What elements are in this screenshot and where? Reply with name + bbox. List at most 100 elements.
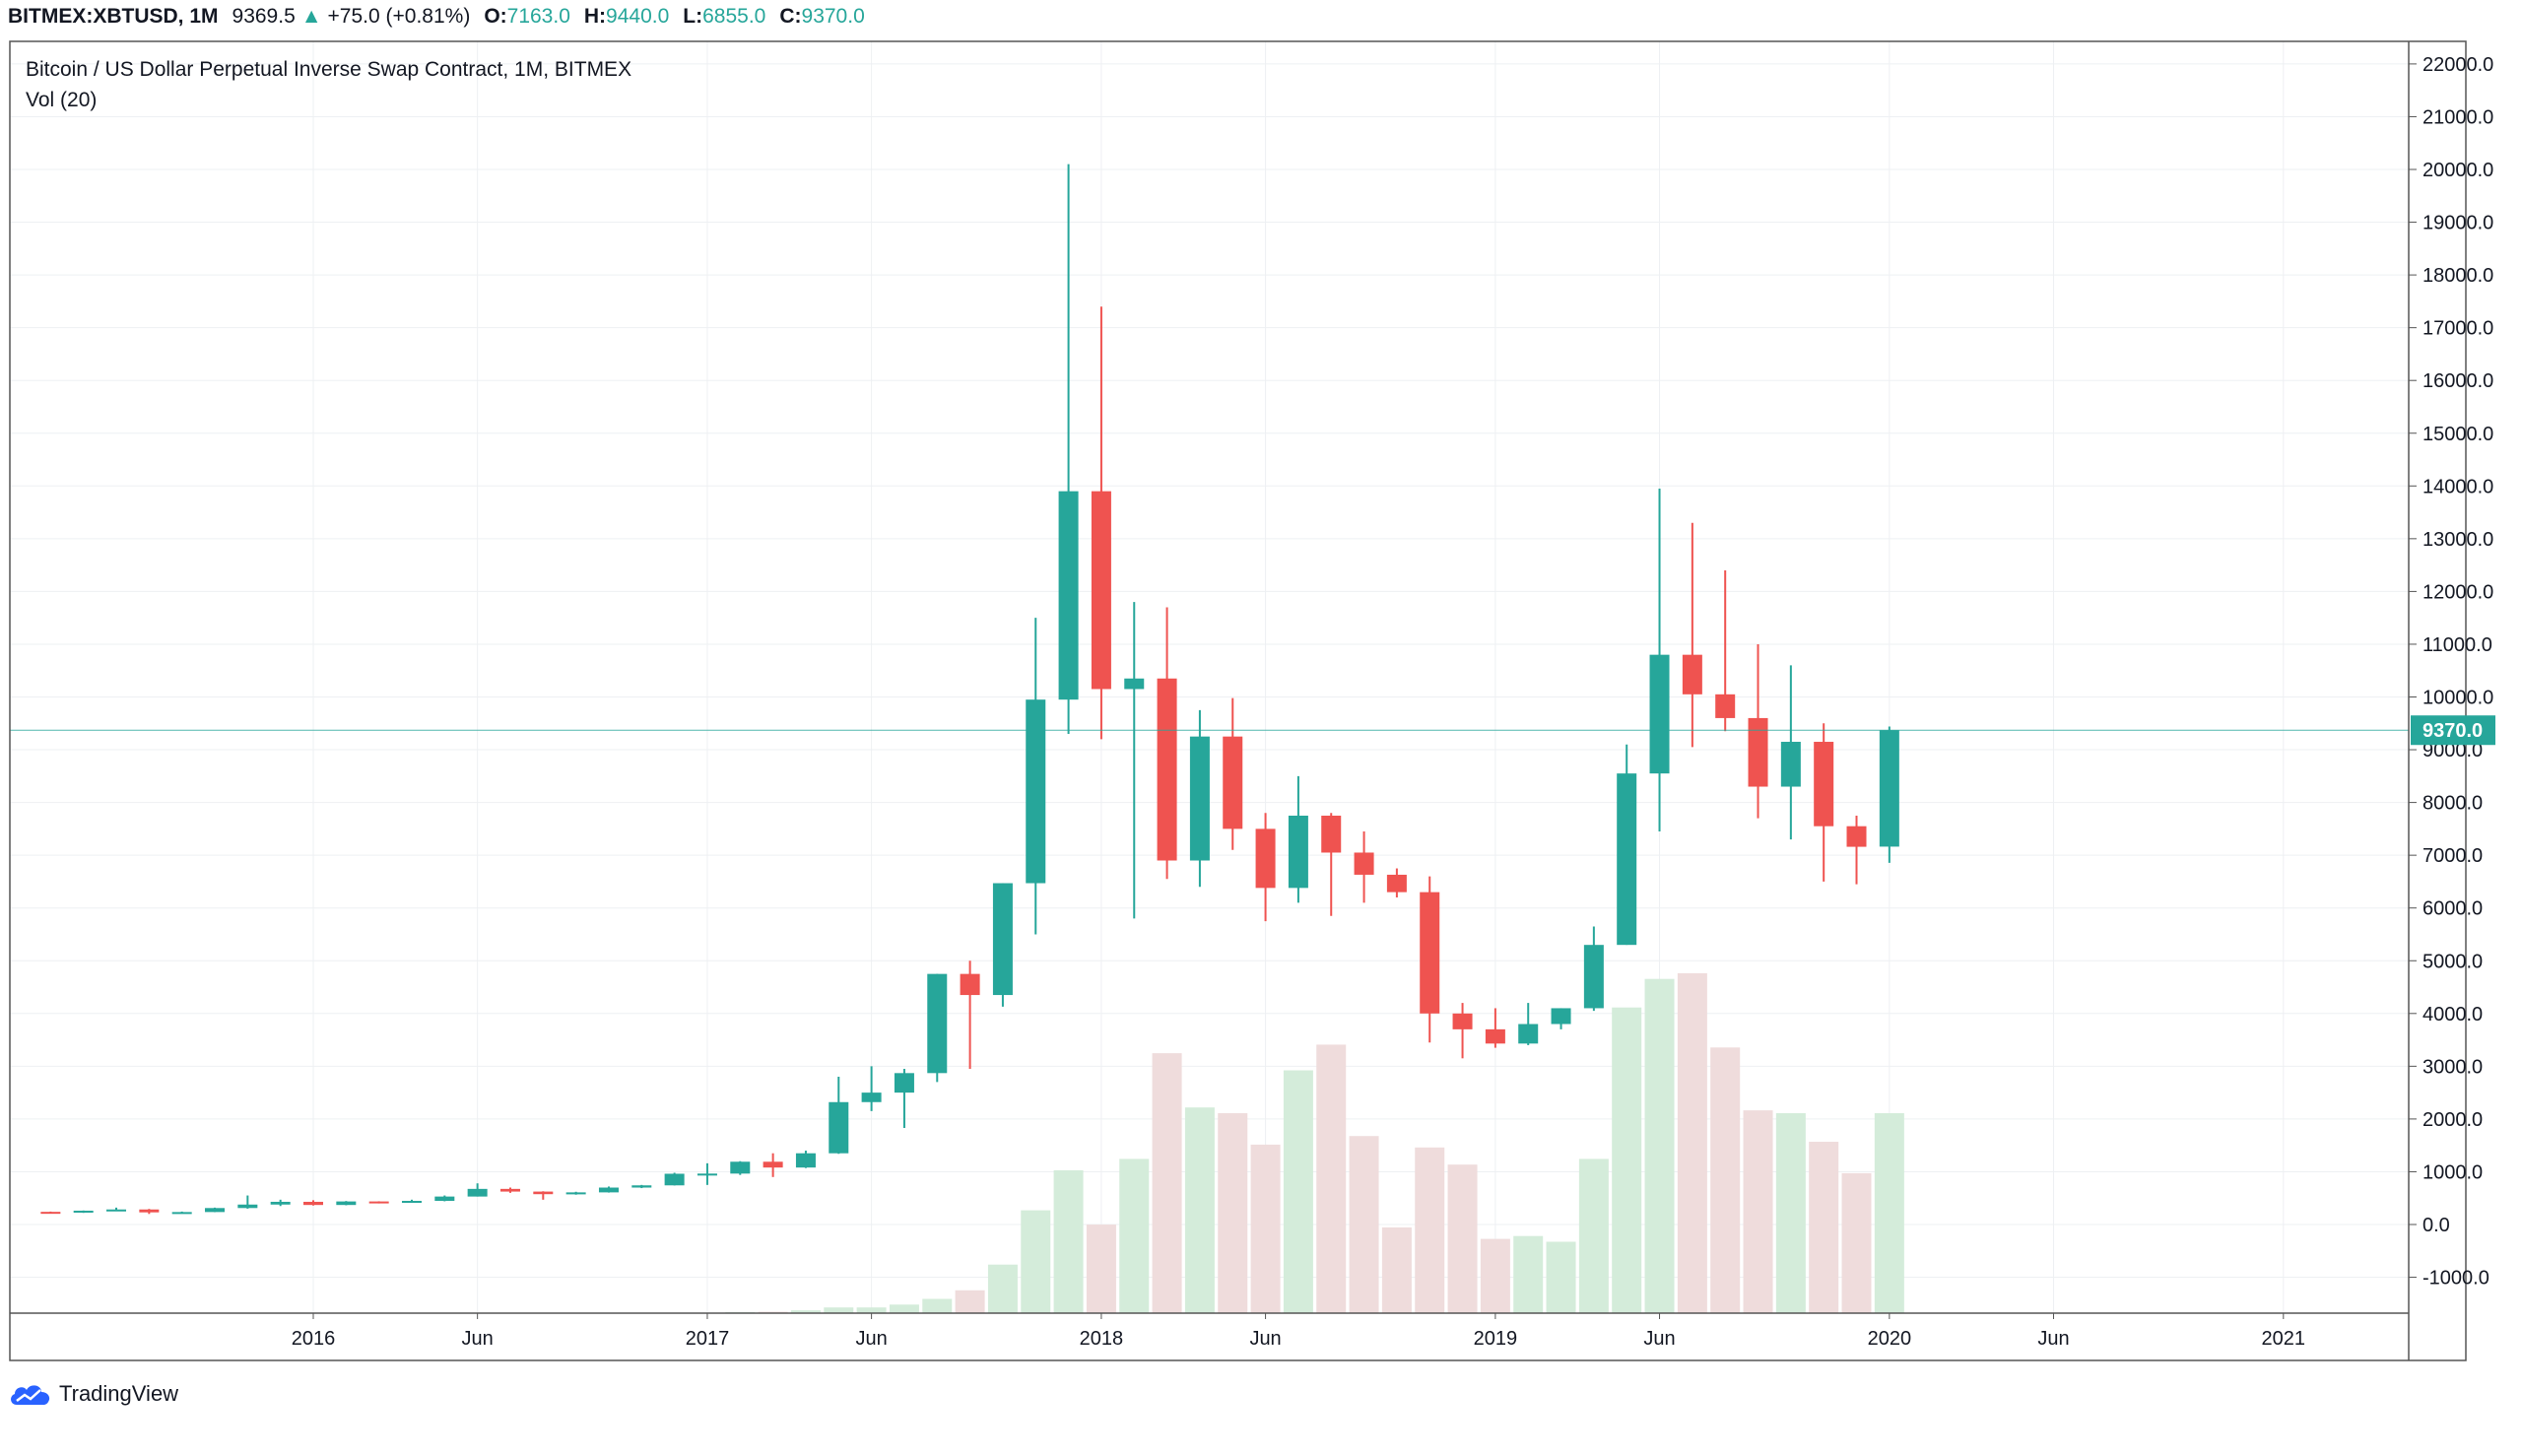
price-change: +75.0 (+0.81%): [327, 5, 471, 28]
candle: [1255, 813, 1276, 922]
candle: [499, 1187, 520, 1193]
price-axis[interactable]: -1000.0 0.0 1000.0 2000.0 3000.0 4000.0 5000.0…: [2409, 54, 2495, 1290]
symbol-name[interactable]: BITMEX:XBTUSD, 1M: [8, 5, 219, 28]
candle: [664, 1172, 685, 1186]
candle: [368, 1201, 389, 1204]
candle-body: [1814, 742, 1834, 827]
candle-body: [565, 1192, 586, 1195]
candle-body: [1026, 699, 1046, 884]
volume-bar: [1119, 1158, 1150, 1313]
candle: [533, 1191, 554, 1200]
volume-bar: [1677, 972, 1707, 1313]
candle: [171, 1211, 192, 1215]
candle-body: [1715, 694, 1736, 718]
candle-body: [139, 1209, 160, 1213]
y-tick-label: 7000.0: [2422, 845, 2483, 867]
candle: [730, 1160, 751, 1175]
candle-body: [1485, 1028, 1505, 1044]
candle-body: [434, 1196, 455, 1202]
candle-body: [1551, 1008, 1571, 1025]
y-tick-label: 0.0: [2422, 1215, 2450, 1236]
low-value: 6855.0: [702, 5, 766, 28]
candle-body: [205, 1208, 226, 1213]
open-label: O:: [484, 5, 507, 28]
candle-body: [894, 1073, 914, 1093]
volume-bar: [1546, 1241, 1576, 1313]
candle-body: [730, 1161, 751, 1174]
candle: [1354, 831, 1374, 903]
candle: [861, 1066, 882, 1111]
candle-body: [960, 973, 980, 996]
volume-bar: [1021, 1210, 1051, 1313]
volume-bar: [1775, 1113, 1806, 1313]
x-tick-label: 2017: [686, 1328, 730, 1350]
candle: [960, 960, 980, 1070]
last-price-badge-label: 9370.0: [2422, 720, 2483, 742]
low-label: L:: [683, 5, 703, 28]
candle: [1649, 488, 1670, 832]
candle-body: [1288, 815, 1308, 889]
candle-body: [270, 1201, 291, 1205]
candle: [1583, 926, 1604, 1012]
volume-bar: [1841, 1172, 1872, 1313]
candle-body: [829, 1101, 849, 1154]
candle-body: [303, 1201, 323, 1206]
candle-body: [73, 1210, 94, 1213]
y-tick-label: 11000.0: [2422, 634, 2492, 656]
candle-body: [401, 1201, 422, 1204]
y-tick-label: 3000.0: [2422, 1056, 2483, 1078]
y-tick-label: 9000.0: [2422, 740, 2483, 761]
candle-body: [1452, 1013, 1473, 1029]
candle-body: [1617, 773, 1637, 946]
candle: [401, 1199, 422, 1204]
x-tick-label: Jun: [2037, 1328, 2069, 1350]
tradingview-branding[interactable]: TradingView: [8, 1374, 178, 1414]
candle-body: [1321, 815, 1342, 853]
candle-body: [237, 1204, 258, 1209]
candle: [1485, 1008, 1505, 1048]
volume-bar: [955, 1290, 985, 1313]
x-tick-label: Jun: [1249, 1328, 1281, 1350]
candle: [1189, 709, 1210, 888]
x-tick-label: 2020: [1868, 1328, 1912, 1350]
candle-body: [1189, 736, 1210, 861]
candle-body: [467, 1188, 488, 1197]
volume-bar: [824, 1307, 854, 1313]
candle-body: [1223, 736, 1243, 829]
y-tick-label: 19000.0: [2422, 213, 2493, 234]
y-tick-label: 21000.0: [2422, 106, 2493, 128]
candle: [1879, 726, 1899, 863]
candle-body: [1682, 654, 1702, 695]
candle-body: [1748, 717, 1768, 787]
candle-body: [598, 1187, 619, 1193]
y-tick-label: 6000.0: [2422, 898, 2483, 920]
volume-bar: [1612, 1007, 1642, 1313]
candle-body: [631, 1185, 652, 1188]
volume-bar: [1809, 1142, 1839, 1313]
candle: [336, 1201, 357, 1206]
symbol-info-bar: BITMEX:XBTUSD, 1M 9369.5 ▲ +75.0 (+0.81%…: [0, 0, 2522, 33]
y-tick-label: 16000.0: [2422, 370, 2493, 392]
volume-bar: [987, 1264, 1018, 1313]
chart-area[interactable]: -1000.0 0.0 1000.0 2000.0 3000.0 4000.0 5000.0…: [0, 0, 2522, 1379]
candle-body: [697, 1173, 717, 1176]
close-label: C:: [779, 5, 802, 28]
y-tick-label: 8000.0: [2422, 793, 2483, 815]
candle-body: [499, 1188, 520, 1192]
candle-body: [1354, 852, 1374, 875]
candle-body: [1420, 892, 1440, 1014]
candle-body: [40, 1212, 61, 1215]
time-axis[interactable]: 2016 Jun 2017 Jun 2018 Jun 2019 Jun 2020 Jun 2021: [292, 1313, 2305, 1350]
volume-bar: [1184, 1107, 1215, 1313]
volume-bar: [1874, 1113, 1904, 1313]
x-tick-label: 2021: [2262, 1328, 2306, 1350]
volume-bar: [1218, 1113, 1248, 1313]
chart-frame: [9, 40, 2467, 1361]
volume-bar: [1316, 1044, 1347, 1313]
candle: [434, 1195, 455, 1202]
candle: [467, 1183, 488, 1197]
y-tick-label: 10000.0: [2422, 688, 2493, 709]
candle: [1321, 813, 1342, 916]
y-tick-label: 20000.0: [2422, 160, 2493, 181]
volume-bar: [1053, 1170, 1084, 1313]
